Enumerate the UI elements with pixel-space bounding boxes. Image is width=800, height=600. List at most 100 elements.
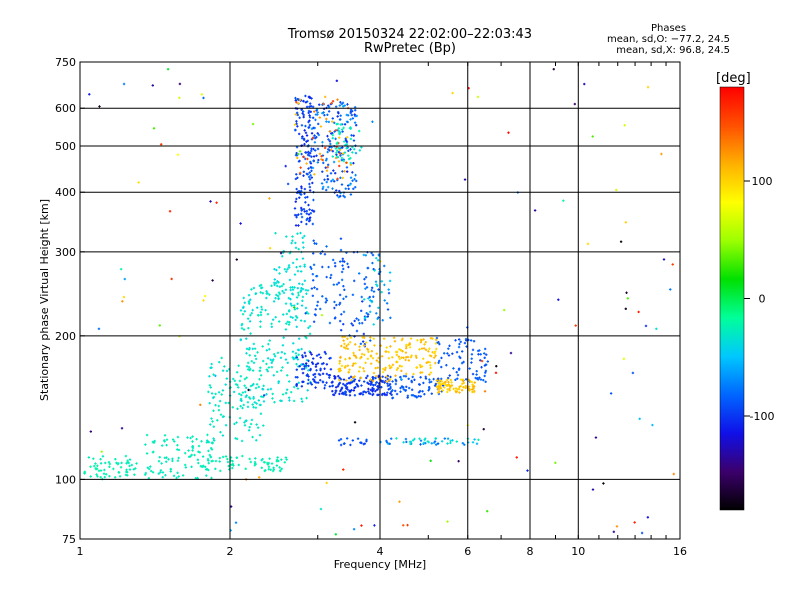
data-point — [438, 381, 441, 385]
data-point — [339, 443, 343, 447]
data-point — [338, 148, 342, 152]
data-point — [399, 386, 402, 390]
data-point — [327, 148, 330, 151]
data-point — [341, 170, 344, 173]
data-point — [256, 351, 259, 354]
x-axis: 1 2 4 6 8 10 16 — [77, 62, 687, 558]
data-point — [479, 378, 483, 381]
data-point — [311, 116, 315, 120]
data-point — [482, 427, 485, 431]
data-point — [247, 388, 250, 392]
data-point — [287, 296, 290, 300]
data-point — [273, 268, 276, 271]
data-point — [313, 313, 317, 316]
data-point — [471, 385, 475, 389]
data-point — [304, 362, 308, 365]
data-point — [184, 463, 187, 467]
data-point — [404, 356, 408, 359]
data-point — [242, 328, 246, 331]
data-point — [323, 253, 327, 256]
data-point — [385, 380, 388, 383]
data-point — [93, 464, 96, 468]
data-point — [337, 146, 340, 150]
data-point — [331, 120, 334, 123]
data-point — [429, 366, 432, 370]
data-point — [480, 366, 483, 369]
data-point — [239, 338, 243, 342]
data-point — [463, 178, 467, 181]
data-point — [400, 378, 403, 381]
data-point — [324, 297, 328, 300]
data-point — [483, 374, 486, 378]
data-point — [369, 392, 372, 395]
data-point — [324, 352, 328, 355]
data-point — [451, 91, 454, 95]
data-point — [262, 424, 265, 427]
data-point — [160, 462, 163, 465]
data-point — [433, 352, 436, 355]
data-point — [468, 367, 471, 370]
data-point — [509, 351, 513, 355]
data-point — [468, 388, 471, 391]
data-point — [311, 273, 315, 276]
data-point — [280, 284, 284, 288]
data-point — [303, 187, 307, 191]
data-point — [270, 322, 273, 326]
data-point — [357, 272, 361, 275]
data-point — [336, 122, 339, 126]
data-point — [264, 309, 267, 312]
data-point — [477, 378, 480, 381]
data-point — [300, 270, 303, 273]
data-point — [258, 369, 262, 372]
data-point — [633, 521, 636, 524]
data-point — [437, 388, 440, 391]
data-point — [337, 195, 341, 199]
data-point — [286, 268, 289, 271]
data-point — [400, 365, 404, 368]
data-point — [473, 438, 476, 441]
data-point — [291, 285, 294, 289]
data-point — [470, 361, 473, 364]
data-point — [424, 441, 427, 445]
data-point — [274, 297, 277, 300]
data-point — [419, 376, 422, 379]
data-point — [436, 391, 440, 394]
data-point — [202, 299, 205, 302]
data-point — [151, 84, 154, 87]
data-point — [253, 401, 256, 404]
data-point — [354, 362, 357, 365]
data-point — [339, 114, 342, 117]
data-point — [340, 392, 344, 395]
data-point — [348, 341, 352, 344]
data-point — [295, 173, 298, 176]
data-point — [197, 450, 200, 453]
data-point — [364, 276, 368, 279]
data-point — [243, 301, 246, 304]
data-point — [221, 369, 225, 372]
data-point — [292, 357, 295, 361]
data-point — [303, 142, 306, 146]
data-point — [352, 527, 356, 531]
data-point — [305, 162, 308, 165]
data-point — [247, 368, 250, 371]
data-point — [351, 324, 355, 327]
data-point — [295, 120, 298, 123]
data-point — [234, 521, 238, 524]
data-point — [371, 356, 375, 360]
data-point — [485, 353, 488, 356]
data-point — [338, 260, 342, 263]
data-point — [325, 381, 328, 384]
data-point — [308, 332, 312, 336]
data-point — [396, 350, 399, 354]
data-point — [391, 389, 394, 392]
data-point — [573, 102, 577, 106]
data-point — [291, 288, 295, 291]
data-point — [458, 391, 461, 394]
data-point — [213, 439, 216, 442]
data-point — [583, 82, 586, 86]
data-point — [472, 339, 476, 343]
data-point — [440, 365, 443, 369]
data-point — [282, 313, 285, 316]
data-point — [458, 385, 461, 389]
data-point — [314, 386, 317, 389]
